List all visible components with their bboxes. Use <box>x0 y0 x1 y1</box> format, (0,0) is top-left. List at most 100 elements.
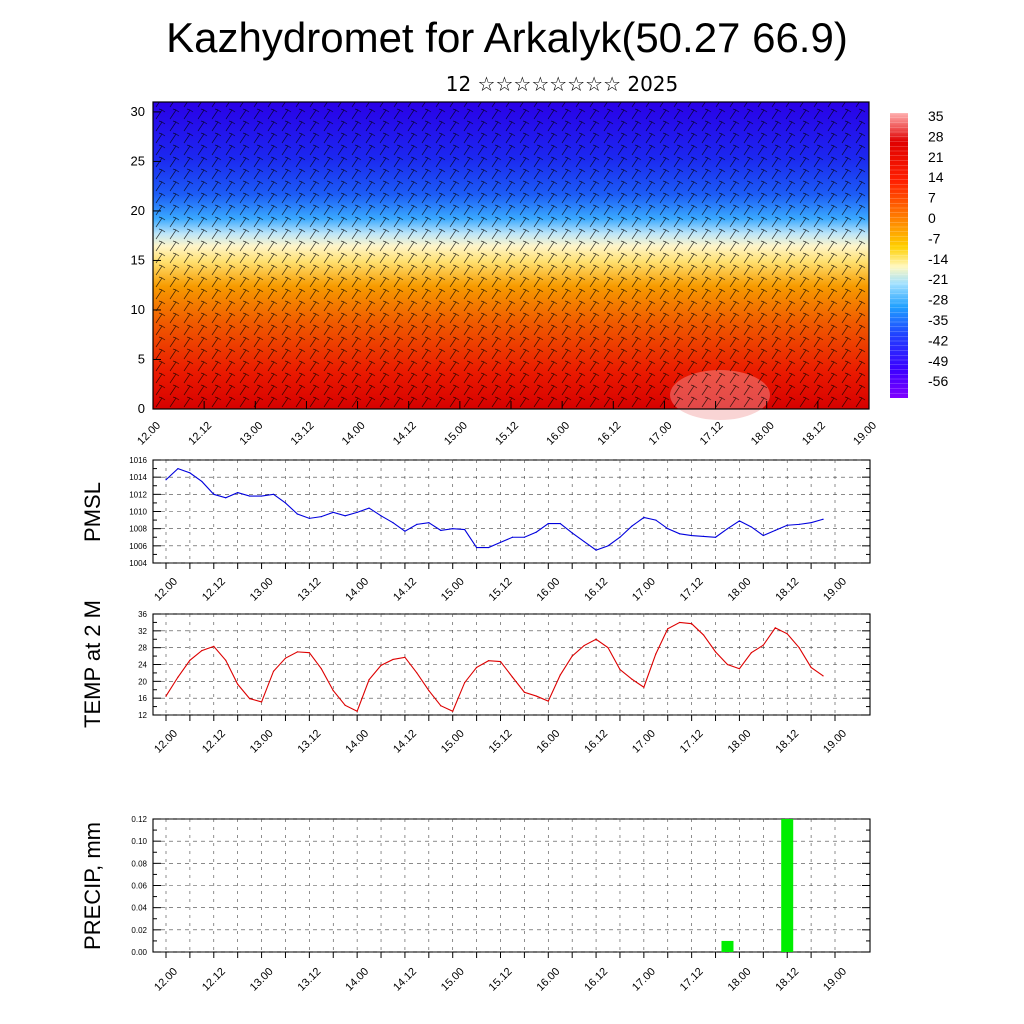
y-tick-label: 0.10 <box>131 837 147 846</box>
temperature-point <box>308 652 310 654</box>
plot-frame <box>152 818 871 953</box>
temperature-point <box>607 647 609 649</box>
pmsl-point <box>691 534 693 537</box>
temperature-point <box>595 638 597 640</box>
temperature-point <box>177 676 179 678</box>
x-tick-label: 12.12 <box>200 966 228 994</box>
x-tick-label: 19.00 <box>821 728 849 756</box>
x-tick-label: 17.00 <box>630 576 658 604</box>
temperature-point <box>476 666 478 669</box>
x-tick-label: 15.00 <box>439 576 467 604</box>
pmsl-point <box>810 522 812 524</box>
x-tick-label: 16.00 <box>534 728 562 756</box>
temperature-panel: 12 16 20 24 28 32 36 TEMP at 2 M 12.00 12.12 13.00… <box>80 600 871 756</box>
pmsl-point <box>702 535 705 537</box>
pmsl-point <box>416 523 418 525</box>
colorbar-label: -7 <box>928 230 941 246</box>
pmsl-point <box>750 526 752 528</box>
temperature-point <box>380 664 382 666</box>
temperature-point <box>774 627 776 629</box>
temperature-point <box>691 623 693 625</box>
y-tick-label: 1004 <box>129 559 147 568</box>
pmsl-point <box>786 524 788 526</box>
temperature-point <box>631 678 633 680</box>
x-tick-label: 13.12 <box>296 966 324 994</box>
x-tick-label: 17.12 <box>678 576 706 604</box>
temperature-point <box>225 659 227 661</box>
pmsl-point <box>308 517 310 519</box>
y-tick-label: 0.04 <box>131 904 147 913</box>
x-tick-label: 18.12 <box>773 966 801 994</box>
plot-frame <box>152 459 871 564</box>
pmsl-point <box>332 511 334 513</box>
x-tick-label: 13.00 <box>248 966 276 994</box>
pmsl-point <box>237 492 239 494</box>
temperature-point <box>511 676 514 678</box>
pmsl-point <box>272 493 275 495</box>
pmsl-point <box>631 525 633 527</box>
colorbar-label: -42 <box>928 332 948 348</box>
temperature-point <box>464 681 466 684</box>
x-tick-label: 12.00 <box>152 966 180 994</box>
x-tick-label: 18.00 <box>726 728 754 756</box>
x-tick-label: 18.00 <box>726 576 754 604</box>
pmsl-point <box>595 549 597 551</box>
pmsl-point <box>440 529 442 531</box>
temperature-point <box>189 659 191 661</box>
x-tick-label: 19.00 <box>851 420 879 448</box>
x-tick-label: 13.12 <box>296 728 324 756</box>
colorbar-label: -14 <box>928 251 948 267</box>
colorbar-label: 35 <box>928 108 944 124</box>
x-tick-label: 19.00 <box>821 576 849 604</box>
pmsl-point <box>523 536 525 538</box>
colorbar-label: -21 <box>928 271 948 287</box>
temperature-point <box>487 660 490 662</box>
temperature-point <box>416 672 418 674</box>
y-axis-label: PMSL <box>80 482 105 542</box>
x-tick-label: 12.00 <box>135 420 163 448</box>
y-tick-label: 20 <box>138 677 147 686</box>
pmsl-point <box>177 467 179 470</box>
temperature-point <box>655 653 657 655</box>
y-tick-label: 0.12 <box>131 815 147 824</box>
x-tick-label: 17.00 <box>630 966 658 994</box>
temperature-point <box>583 644 585 647</box>
temperature-point <box>272 670 275 672</box>
pmsl-point <box>798 523 800 525</box>
x-tick-label: 18.00 <box>749 420 777 448</box>
colorbar-label: 7 <box>928 190 936 206</box>
x-tick-label: 16.12 <box>582 576 610 604</box>
y-tick-label: 24 <box>138 661 147 670</box>
pmsl-point <box>368 507 370 509</box>
temperature-point <box>786 633 788 635</box>
y-tick-label: 1012 <box>129 490 147 499</box>
pmsl-point <box>487 546 490 549</box>
x-tick-label: 15.12 <box>493 420 521 448</box>
pmsl-point <box>607 545 609 547</box>
x-tick-label: 17.00 <box>630 728 658 756</box>
x-tick-label: 13.00 <box>237 420 265 448</box>
pmsl-point <box>380 515 382 517</box>
x-tick-label: 16.00 <box>534 966 562 994</box>
pmsl-point <box>344 515 346 517</box>
x-tick-label: 12.12 <box>200 576 228 604</box>
pmsl-point <box>499 541 502 544</box>
temperature-point <box>452 710 454 712</box>
temperature-point <box>523 691 525 693</box>
pmsl-point <box>619 536 621 538</box>
y-tick-label: 25 <box>131 153 145 168</box>
y-tick-label: 15 <box>131 252 145 267</box>
temperature-point <box>643 686 645 688</box>
x-tick-label: 14.12 <box>391 728 419 756</box>
x-tick-label: 14.00 <box>343 966 371 994</box>
temperature-point <box>714 651 717 653</box>
temperature-point <box>284 657 287 659</box>
pmsl-point <box>392 522 394 524</box>
y-tick-label: 0.00 <box>131 948 147 957</box>
pmsl-series-line <box>165 467 824 551</box>
temperature-point <box>726 663 729 666</box>
temperature-point <box>499 660 502 663</box>
colorbar-label: -56 <box>928 373 948 389</box>
temperature-point <box>320 668 322 670</box>
